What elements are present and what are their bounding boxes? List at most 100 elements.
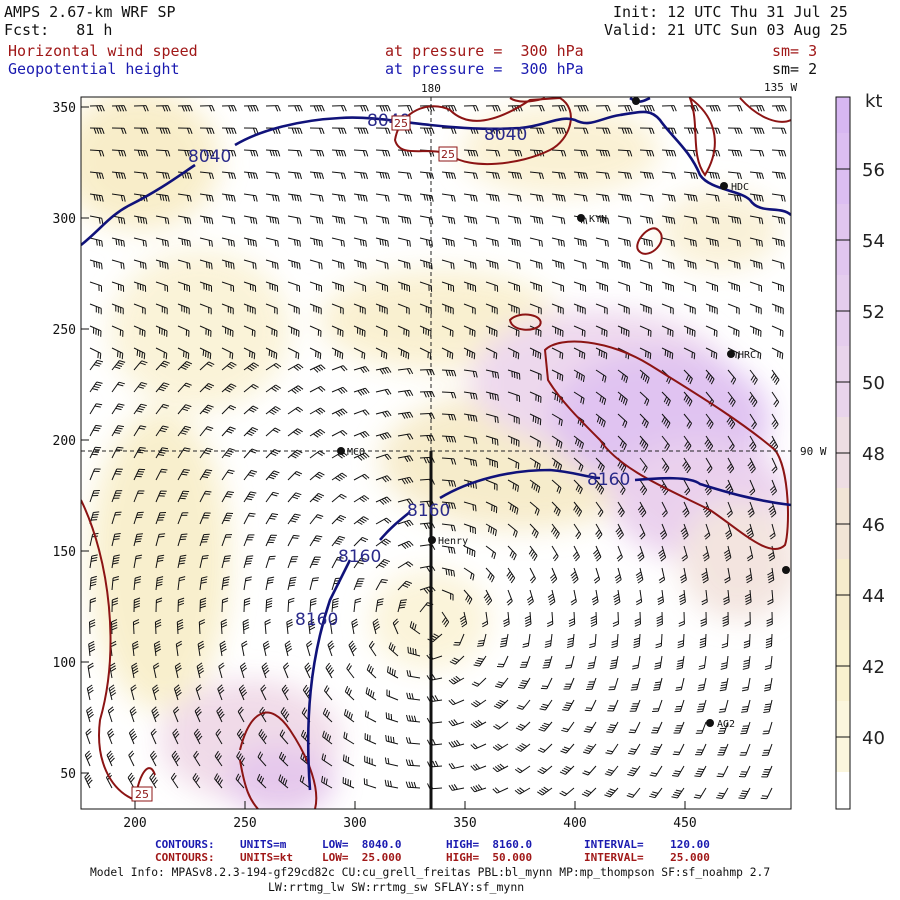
wind-barb [221,576,230,591]
wind-barb [261,662,270,679]
wind-barb [573,457,584,472]
wind-barb [483,589,493,606]
wind-barb [727,281,741,292]
wind-barb [243,491,257,503]
wind-barb [111,127,127,134]
wind-barb [89,347,102,360]
wind-barb [551,171,566,180]
wind-barb [526,589,534,606]
wind-barb [321,753,333,767]
wind-barb [214,750,223,767]
wind-barb [771,215,786,225]
wind-barb [727,105,743,112]
wind-barb [331,535,346,547]
wind-barb [287,193,302,202]
wind-barb [639,391,650,406]
wind-barb [671,787,685,799]
wind-barb [587,655,597,670]
wind-barb [280,707,290,723]
height-label: 8160 [407,501,450,521]
wind-barb [661,171,676,180]
wind-barb [177,259,191,270]
wind-barb [633,633,641,649]
wind-barb [287,325,300,337]
wind-barb [627,743,641,755]
wind-barb [659,523,668,540]
wind-barb [353,193,368,202]
wind-barb [570,589,577,606]
wind-barb [265,149,281,157]
wind-barb [309,492,325,503]
wind-barb [701,589,708,606]
wind-barb [441,193,456,202]
wind-barb [397,540,414,550]
wind-barb [309,597,317,613]
wind-barb [406,692,421,701]
wind-barb [218,662,225,679]
wind-barb [375,347,388,360]
wind-barb [287,171,302,180]
wind-barb [749,149,765,157]
wind-barb [155,149,171,157]
wind-barb [155,105,171,112]
wind-barb [661,391,671,407]
wind-barb [279,729,289,745]
wind-barb [595,127,611,134]
wind-barb [265,427,281,437]
wind-barb [331,408,348,417]
wind-barb [700,611,707,627]
wind-barb [550,523,560,539]
wind-barb [397,171,412,180]
wind-barb [235,773,245,789]
wind-barb [89,325,102,337]
wind-barb [388,642,399,657]
wind-barb [155,193,170,202]
wind-barb [741,677,751,692]
wind-barb [86,706,94,723]
wind-barb [726,457,735,474]
wind-barb [771,105,787,112]
contours-speed-high: HIGH= 50.000 [446,851,533,864]
wind-barb [657,589,664,606]
pressure-level-2: at pressure = 300 hPa [385,60,584,78]
wind-barb [107,706,115,723]
wind-barb [87,662,94,679]
wind-barb [448,675,465,685]
wind-barb [89,446,102,459]
init-time: Init: 12 UTC Thu 31 Jul 25 [613,3,848,21]
wind-barb [470,763,487,771]
wind-barb [696,699,707,713]
wind-barb [265,576,275,591]
wind-barb [331,493,347,503]
wind-barb [738,787,751,800]
wind-barb [632,655,641,670]
y-tick-label: 50 [60,767,76,782]
wind-barb [89,490,100,503]
wind-barb [617,303,630,315]
wind-barb [507,479,519,492]
wind-barb [243,597,251,613]
wind-barb [593,545,602,562]
wind-barb [111,193,126,202]
wind-barb [196,662,205,679]
wind-barb [192,773,201,789]
wind-barb [749,479,756,496]
wind-barb [639,347,652,360]
wind-barb [573,171,588,180]
wind-barb [661,325,674,337]
smoothing-1: sm= 3 [772,42,818,60]
wind-barb [133,490,145,503]
wind-barb [177,404,192,415]
wind-barb [309,149,325,157]
wind-barb [470,699,487,708]
wind-barb [661,501,668,518]
wind-barb [375,517,392,525]
wind-barb [771,391,780,408]
wind-barb [677,633,685,649]
wind-barb [573,149,589,157]
wind-barb [718,721,729,734]
wind-barb [106,750,115,767]
wind-barb [353,366,370,374]
wind-barb [283,662,290,679]
wind-barb [344,686,355,701]
